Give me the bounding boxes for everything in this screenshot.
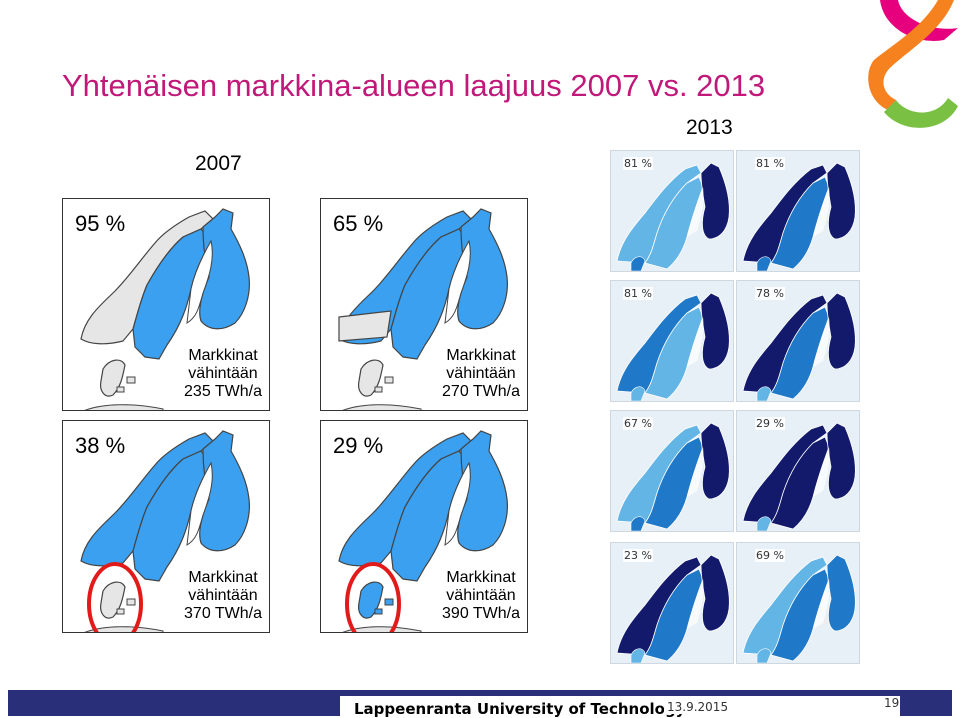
slide-title: Yhtenäisen markkina-alueen laajuus 2007 … <box>62 68 766 103</box>
nordic-map <box>338 208 508 410</box>
highlight-circle <box>87 562 143 632</box>
footer-date: 13.9.2015 <box>664 700 732 714</box>
price-zone-minimap: 78 % <box>736 280 860 402</box>
nordic-map <box>338 430 508 632</box>
market-map-panel: 95 % Markkinat vähintään 235 TWh/a <box>62 198 270 411</box>
market-map-panel: 29 % Markkinat vähintään 390 TWh/a <box>320 420 528 633</box>
market-share-percent: 38 % <box>73 433 128 459</box>
caption-line: Markkinat <box>188 347 258 364</box>
price-zone-map <box>742 162 856 271</box>
market-map-panel: 38 % Markkinat vähintään 370 TWh/a <box>62 420 270 633</box>
price-zone-minimap: 67 % <box>610 410 734 532</box>
footer: Lappeenranta University of Technology 13… <box>0 688 960 718</box>
minimap-percent-label: 78 % <box>755 287 785 300</box>
caption-line: vähintään <box>446 365 516 382</box>
nordic-map <box>80 208 250 410</box>
price-zone-minimap: 29 % <box>736 410 860 532</box>
footer-university: Lappeenranta University of Technology <box>351 700 689 718</box>
denmark-region <box>100 359 126 397</box>
price-zone-minimap: 23 % <box>610 542 734 664</box>
denmark-region <box>100 581 126 619</box>
price-zone-minimap: 81 % <box>610 280 734 402</box>
denmark-region <box>358 359 384 397</box>
caption-line: 370 TWh/a <box>184 605 262 622</box>
caption-line: Markkinat <box>446 569 516 586</box>
price-zone-minimap: 69 % <box>736 542 860 664</box>
finland-region <box>199 208 250 330</box>
price-zone-map <box>616 422 730 531</box>
market-share-percent: 29 % <box>331 433 386 459</box>
minimap-percent-label: 81 % <box>623 287 653 300</box>
price-zone-map <box>742 422 856 531</box>
market-map-panel: 65 % Markkinat vähintään 270 TWh/a <box>320 198 528 411</box>
price-zone-map <box>616 162 730 271</box>
caption-line: vähintään <box>446 587 516 604</box>
minimap-percent-label: 23 % <box>623 549 653 562</box>
finland-region <box>457 430 508 552</box>
price-zone-map <box>616 292 730 401</box>
market-caption: Markkinat vähintään 390 TWh/a <box>434 569 527 623</box>
finland-region <box>199 430 250 552</box>
lut-logo-icon <box>868 0 958 128</box>
market-caption: Markkinat vähintään 370 TWh/a <box>176 569 269 623</box>
caption-line: vähintään <box>188 365 258 382</box>
caption-line: 390 TWh/a <box>442 605 520 622</box>
minimap-percent-label: 81 % <box>623 157 653 170</box>
minimap-percent-label: 69 % <box>755 549 785 562</box>
caption-line: Markkinat <box>446 347 516 364</box>
minimap-percent-label: 67 % <box>623 417 653 430</box>
market-caption: Markkinat vähintään 235 TWh/a <box>176 347 269 401</box>
price-zone-minimap: 81 % <box>610 150 734 272</box>
market-caption: Markkinat vähintään 270 TWh/a <box>434 347 527 401</box>
price-zone-map <box>742 554 856 663</box>
caption-line: vähintään <box>188 587 258 604</box>
minimap-percent-label: 81 % <box>755 157 785 170</box>
caption-line: 270 TWh/a <box>442 383 520 400</box>
denmark-region <box>358 581 384 619</box>
minimap-percent-label: 29 % <box>755 417 785 430</box>
highlight-circle <box>345 562 401 632</box>
page-number: 19 <box>884 696 900 710</box>
price-zone-map <box>616 554 730 663</box>
caption-line: 235 TWh/a <box>184 383 262 400</box>
market-share-percent: 65 % <box>331 211 386 237</box>
market-share-percent: 95 % <box>73 211 128 237</box>
year-label-2007: 2007 <box>195 152 242 175</box>
price-zone-minimap: 81 % <box>736 150 860 272</box>
price-zone-map <box>742 292 856 401</box>
year-label-2013: 2013 <box>686 116 733 139</box>
caption-line: Markkinat <box>188 569 258 586</box>
finland-region <box>457 208 508 330</box>
nordic-map <box>80 430 250 632</box>
